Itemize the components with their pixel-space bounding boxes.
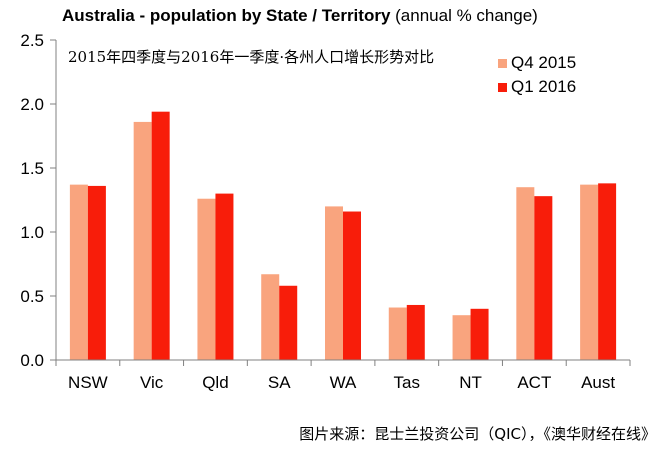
legend-swatch-q4-2015 <box>498 59 507 69</box>
x-tick-label-tas: Tas <box>394 373 420 392</box>
bar-qld-series-1 <box>197 198 216 360</box>
x-tick-label-sa: SA <box>268 373 291 392</box>
legend-item-q4-2015: Q4 2015 <box>498 53 576 73</box>
bar-tas-series-1 <box>388 307 407 360</box>
bar-act-series-1 <box>516 187 535 360</box>
legend-swatch-q1-2016 <box>498 83 507 93</box>
x-tick-label-qld: Qld <box>202 373 228 392</box>
axes-group: 0.0 0.5 1.0 1.5 2.0 2.5 NSW Vic Qld SA WA Tas NT ACT A… <box>20 31 631 392</box>
x-tick-label-nt: NT <box>459 373 482 392</box>
bar-sa-series-2 <box>279 285 298 360</box>
x-tick-label-aust: Aust <box>581 373 615 392</box>
bar-vic-series-2 <box>151 111 170 361</box>
y-tick-label: 2.5 <box>20 31 44 50</box>
bar-vic-series-1 <box>133 121 152 360</box>
bar-nt-series-2 <box>470 308 489 360</box>
x-tick-label-vic: Vic <box>140 373 164 392</box>
x-tick-label-wa: WA <box>330 373 357 392</box>
y-tick-label: 0.0 <box>20 351 44 370</box>
bar-sa-series-1 <box>261 274 280 360</box>
bars-group <box>69 111 617 361</box>
x-tick-label-act: ACT <box>517 373 551 392</box>
bar-tas-series-2 <box>406 304 425 360</box>
chart-title-main: Australia - population by State / Territ… <box>62 6 391 25</box>
bar-qld-series-2 <box>215 193 234 360</box>
bar-act-series-2 <box>534 196 553 360</box>
y-tick-label: 0.5 <box>20 287 44 306</box>
legend-label-q1-2016: Q1 2016 <box>511 77 577 96</box>
bar-wa-series-2 <box>343 211 361 360</box>
chart-title-suffix: (annual % change) <box>390 6 538 25</box>
x-tick-label-nsw: NSW <box>68 373 108 392</box>
source-note: 图片来源：昆士兰投资公司（QIC），《澳华财经在线》 <box>299 425 656 443</box>
bar-aust-series-1 <box>580 184 599 360</box>
y-tick-label: 2.0 <box>20 95 44 114</box>
bar-nt-series-1 <box>452 315 471 360</box>
bar-aust-series-2 <box>598 183 617 360</box>
legend-item-q1-2016: Q1 2016 <box>498 77 576 97</box>
legend-label-q4-2015: Q4 2015 <box>511 53 577 72</box>
bar-wa-series-1 <box>325 206 343 360</box>
bar-nsw-series-1 <box>69 184 88 360</box>
chart-title: Australia - population by State / Territ… <box>62 6 538 26</box>
y-tick-label: 1.5 <box>20 159 44 178</box>
bar-nsw-series-2 <box>87 185 106 360</box>
y-tick-label: 1.0 <box>20 223 44 242</box>
chart-subtitle: 2015年四季度与2016年一季度·各州人口增长形势对比 <box>68 48 435 66</box>
